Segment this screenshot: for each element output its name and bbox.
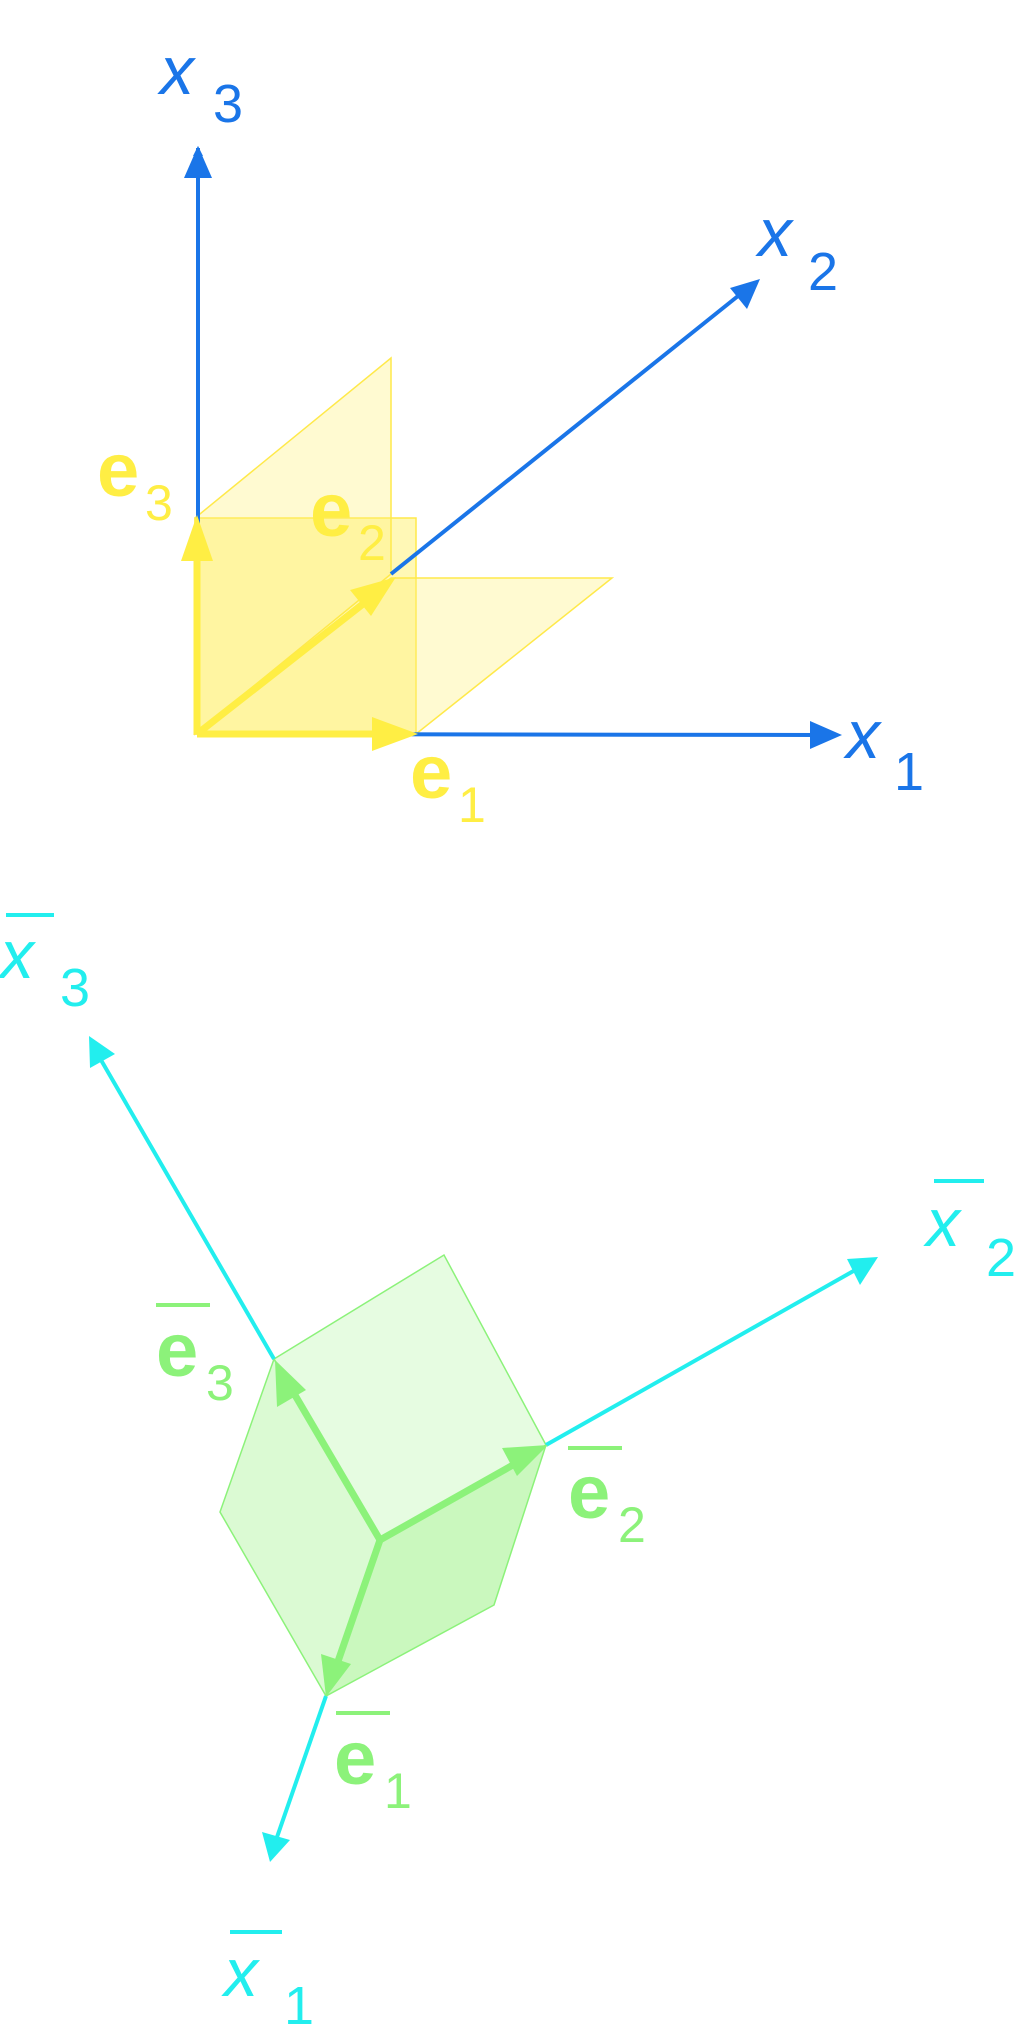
x2-bar-label: x 2 (923, 1179, 1016, 1288)
svg-text:2: 2 (358, 515, 386, 571)
svg-text:e: e (97, 428, 139, 513)
svg-text:3: 3 (145, 475, 173, 531)
e1-vector-arrowhead (372, 717, 418, 751)
original-frame: x 3 x 2 x 1 e 3 e 2 e 1 (97, 33, 924, 833)
svg-text:e: e (156, 1308, 198, 1393)
e3-bar-vector-arrowhead (275, 1360, 306, 1407)
x2-bar-axis-arrowhead (847, 1257, 878, 1285)
x3-label: x 3 (157, 33, 243, 134)
svg-text:2: 2 (986, 1228, 1016, 1288)
x1-bar-axis (274, 1695, 328, 1841)
svg-text:1: 1 (458, 777, 486, 833)
e3-vector-arrowhead (181, 515, 213, 561)
e1-bar-vector-arrowhead (321, 1654, 351, 1697)
svg-text:1: 1 (284, 1976, 314, 2036)
x2-label: x 2 (755, 195, 838, 302)
e2-vector-arrowhead (350, 577, 396, 616)
e2-bar-label: e 2 (568, 1446, 646, 1553)
rotated-frame: x 3 x 2 x 1 e 3 e 2 e 1 (0, 913, 1016, 2036)
x3-axis-arrowhead (184, 146, 212, 178)
e3-bar-vector (288, 1388, 384, 1542)
x1-bar-label: x 1 (221, 1930, 314, 2036)
svg-text:2: 2 (808, 242, 838, 302)
svg-text:1: 1 (384, 1763, 412, 1819)
svg-text:3: 3 (213, 74, 243, 134)
x1-bar-axis-arrowhead (262, 1832, 290, 1862)
svg-text:e: e (410, 730, 452, 815)
e1-bar-label: e 1 (334, 1711, 412, 1819)
x3-bar-axis-arrowhead (89, 1036, 115, 1068)
x2-bar-axis (545, 1267, 858, 1447)
svg-text:1: 1 (894, 742, 924, 802)
svg-text:e: e (310, 468, 352, 553)
e2-vector (194, 594, 375, 737)
e2-label: e 2 (310, 468, 386, 571)
x2-axis-arrowhead (730, 279, 760, 309)
e2-bar-vector (378, 1457, 522, 1544)
x1-label: x 1 (843, 697, 924, 802)
x1-axis-arrowhead (810, 721, 842, 749)
svg-text:x: x (221, 1935, 260, 2011)
x3-bar-label: x 3 (0, 913, 90, 1018)
x3-bar-axis (99, 1058, 276, 1361)
svg-text:3: 3 (60, 958, 90, 1018)
e3-label: e 3 (97, 428, 173, 531)
svg-text:x: x (157, 33, 196, 109)
svg-text:x: x (923, 1185, 962, 1261)
e3-bar-label: e 3 (156, 1303, 234, 1411)
svg-text:e: e (334, 1716, 376, 1801)
x2-axis (389, 286, 750, 576)
svg-text:x: x (843, 697, 882, 773)
e2-bar-vector-arrowhead (502, 1445, 548, 1476)
svg-text:x: x (755, 195, 794, 271)
svg-text:2: 2 (618, 1497, 646, 1553)
svg-text:3: 3 (206, 1355, 234, 1411)
e1-bar-vector (331, 1538, 384, 1672)
svg-text:x: x (0, 917, 36, 993)
svg-text:e: e (568, 1450, 610, 1535)
e1-label: e 1 (410, 730, 486, 833)
